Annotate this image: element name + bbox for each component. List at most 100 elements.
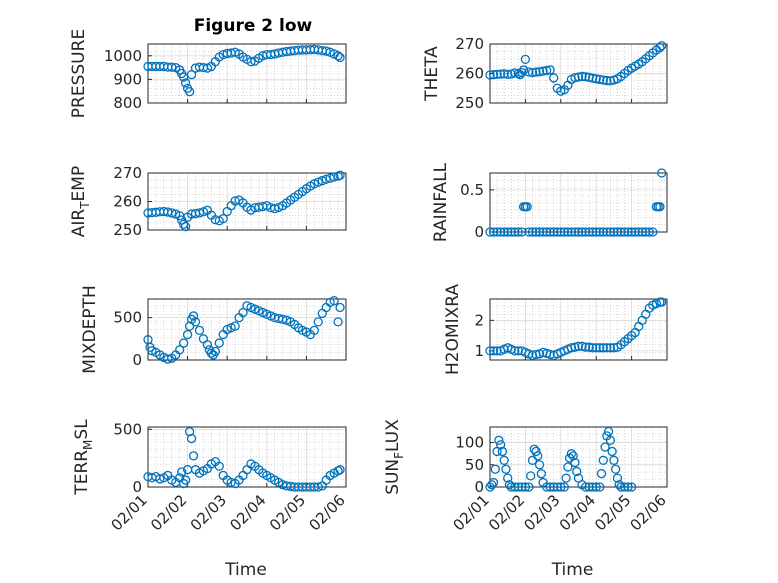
y-tick-label: 500 xyxy=(113,420,142,438)
data-point xyxy=(623,227,633,237)
data-point xyxy=(163,354,173,364)
data-point xyxy=(270,203,280,214)
y-axis-label: MIXDEPTH xyxy=(80,285,100,374)
data-point xyxy=(552,227,562,237)
data-point xyxy=(182,329,193,340)
data-point xyxy=(517,67,527,78)
data-point xyxy=(492,227,502,237)
subplot-6: 1 2 H2OMIXRA xyxy=(443,284,668,375)
y-axis-label: THETA xyxy=(422,46,442,102)
data-point xyxy=(178,338,189,348)
data-point xyxy=(177,467,187,477)
data-point xyxy=(518,65,529,75)
data-point xyxy=(492,69,502,80)
x-tick-label: 02/04 xyxy=(556,491,599,534)
x-tick-label: 02/06 xyxy=(627,491,670,534)
data-point xyxy=(188,311,199,321)
data-point xyxy=(595,482,605,492)
data-point xyxy=(186,433,197,444)
data-point xyxy=(545,227,555,237)
data-point xyxy=(186,70,197,80)
data-point xyxy=(214,461,224,471)
data-point xyxy=(246,57,256,67)
y-tick-label: 250 xyxy=(455,94,484,112)
data-point xyxy=(520,54,531,64)
data-point xyxy=(584,482,594,492)
data-point xyxy=(495,440,506,450)
data-point xyxy=(167,62,177,72)
data-point xyxy=(573,341,584,351)
data-point xyxy=(485,346,495,356)
data-point xyxy=(559,482,569,492)
y-tick-label: 800 xyxy=(113,94,142,112)
y-tick-label: 0 xyxy=(132,478,142,496)
data-point xyxy=(190,317,201,327)
data-point xyxy=(637,227,647,237)
y-tick-label: 260 xyxy=(113,193,142,211)
subplot-8: 0 50 100 SUNFLUX xyxy=(383,419,668,496)
data-point xyxy=(177,215,187,225)
data-point xyxy=(545,65,555,75)
data-point xyxy=(497,446,508,457)
data-point xyxy=(488,346,499,356)
data-point xyxy=(503,69,513,80)
data-point xyxy=(335,170,345,180)
data-point xyxy=(545,349,555,360)
data-point xyxy=(644,227,654,237)
y-axis-label: H2OMIXRA xyxy=(443,284,463,375)
y-tick-label: 100 xyxy=(455,434,484,452)
data-point xyxy=(230,321,240,331)
data-point xyxy=(487,480,497,490)
data-point xyxy=(488,70,499,80)
data-point xyxy=(577,227,587,237)
x-tick-label: 02/01 xyxy=(108,491,151,534)
data-point xyxy=(214,338,224,348)
axes-box xyxy=(489,298,668,361)
data-point xyxy=(513,346,523,356)
data-point xyxy=(313,177,323,187)
y-tick-label: 900 xyxy=(113,70,142,88)
axes-box xyxy=(147,43,347,104)
data-point xyxy=(573,72,584,82)
data-point xyxy=(596,469,607,479)
x-tick-label: 02/03 xyxy=(520,491,563,534)
data-point xyxy=(534,227,545,237)
subplot-1: 800 900 1000 PRESSURE xyxy=(69,29,347,118)
y-tick-label: 270 xyxy=(113,164,142,182)
data-point xyxy=(527,227,538,237)
data-point xyxy=(504,480,515,490)
data-point xyxy=(506,482,516,492)
data-point xyxy=(577,71,587,82)
y-axis-label: RAINFALL xyxy=(431,162,451,242)
data-point xyxy=(309,325,319,335)
data-point xyxy=(517,227,527,237)
y-axis-label: AIRTEMP xyxy=(69,166,92,237)
data-point xyxy=(584,342,594,352)
data-point xyxy=(218,213,228,224)
data-point xyxy=(598,227,608,237)
data-point xyxy=(495,227,506,237)
subplot-4: 0 0.5 RAINFALL xyxy=(431,162,668,242)
data-point xyxy=(588,343,598,353)
data-point xyxy=(607,446,617,457)
data-point xyxy=(609,455,619,465)
data-point xyxy=(313,482,323,492)
data-point xyxy=(605,227,616,237)
y-tick-label: 2 xyxy=(474,311,484,329)
y-tick-label: 50 xyxy=(465,456,484,474)
data-point xyxy=(499,69,509,79)
data-point xyxy=(329,172,339,182)
data-point xyxy=(335,465,345,475)
data-point xyxy=(495,69,506,79)
data-point xyxy=(634,227,644,237)
x-axis-label: Time xyxy=(224,560,267,580)
data-point xyxy=(616,227,626,237)
data-point xyxy=(570,342,580,352)
data-point xyxy=(609,227,619,237)
data-point xyxy=(494,435,504,445)
data-point xyxy=(614,480,624,490)
data-point xyxy=(573,227,584,237)
data-point xyxy=(517,482,527,492)
y-axis-label: SUNFLUX xyxy=(383,419,406,495)
data-point xyxy=(566,227,577,237)
